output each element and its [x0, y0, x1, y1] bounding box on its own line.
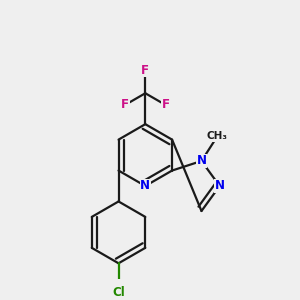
Text: N: N	[140, 179, 150, 193]
Text: Cl: Cl	[112, 286, 125, 299]
Text: N: N	[215, 179, 225, 193]
Text: F: F	[121, 98, 129, 111]
Text: F: F	[161, 98, 169, 111]
Text: F: F	[141, 64, 149, 76]
Text: N: N	[196, 154, 206, 167]
Text: CH₃: CH₃	[207, 131, 228, 141]
